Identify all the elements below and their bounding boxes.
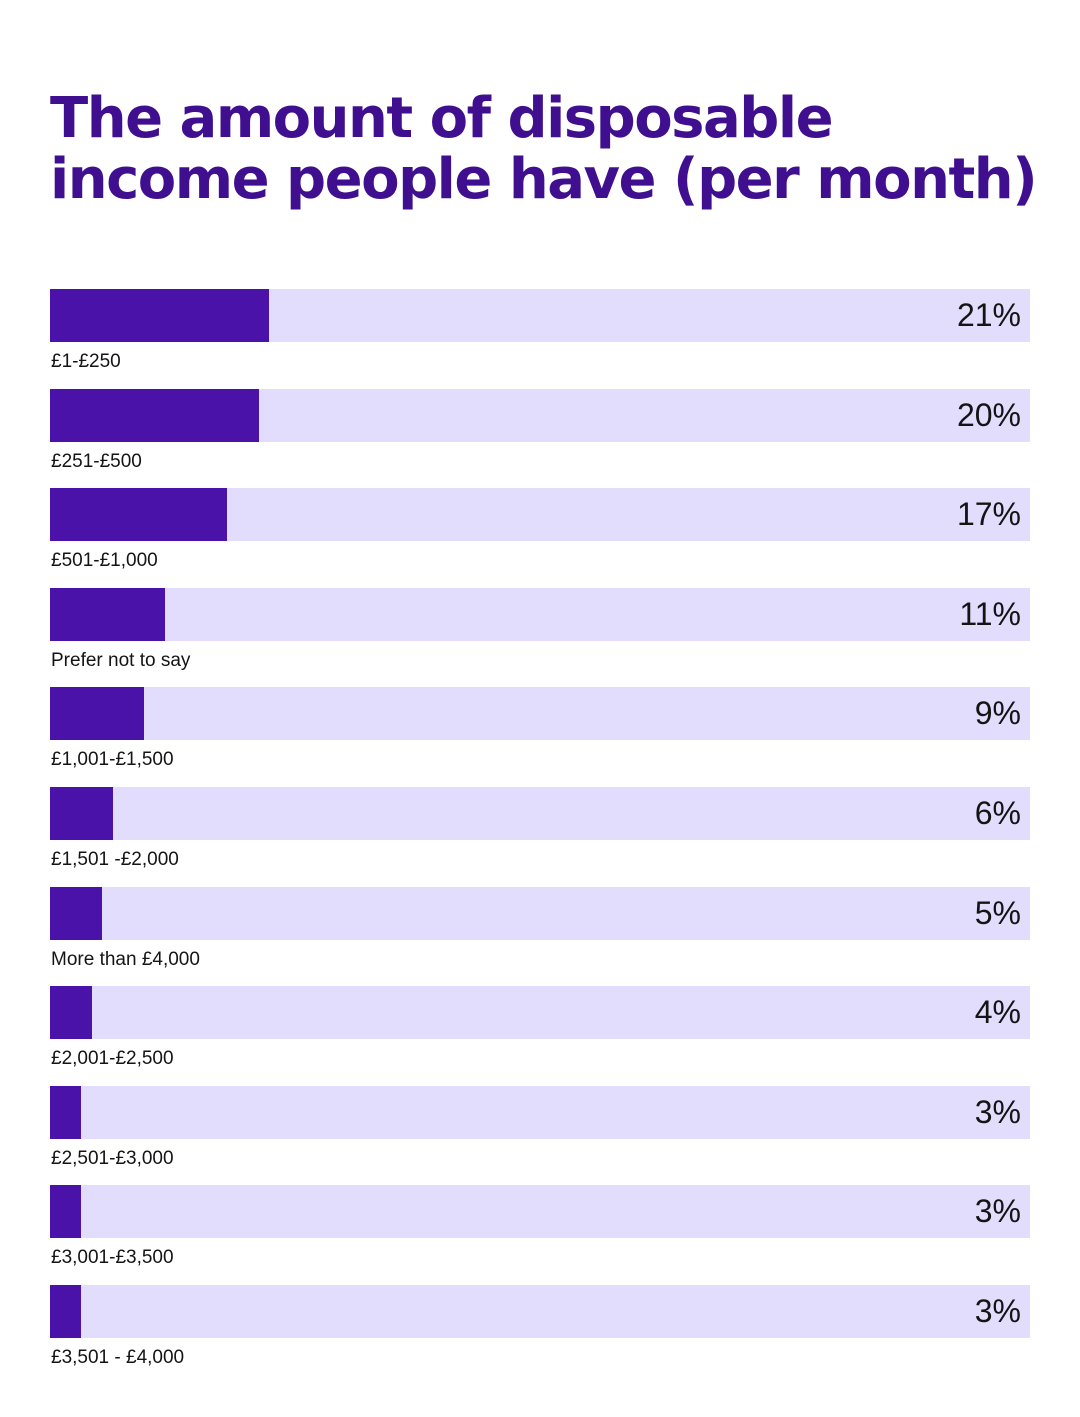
bar	[50, 1284, 81, 1338]
bar-track: 3%	[50, 1185, 1030, 1239]
bar	[50, 1085, 81, 1139]
data-label: 9%	[974, 695, 1021, 732]
bar-row: 3% £3,001-£3,500	[50, 1185, 1030, 1285]
bar-row: 6% £1,501 -£2,000	[50, 786, 1030, 887]
bar	[50, 687, 144, 741]
data-label: 21%	[956, 297, 1021, 333]
bar-track: 20%	[50, 388, 1030, 442]
bar-row: 17% £501-£1,000	[50, 488, 1030, 588]
bar-track: 9%	[50, 687, 1030, 741]
category-label: £251-£500	[51, 450, 142, 472]
data-label: 5%	[974, 894, 1021, 931]
bar-row: 9% £1,001-£1,500	[50, 687, 1030, 787]
bar-row: 5% More than £4,000	[50, 886, 1030, 987]
bar	[50, 488, 227, 542]
category-label: £2,501-£3,000	[51, 1147, 174, 1169]
bar-row: 20% £251-£500	[50, 388, 1030, 489]
bar-row: 11% Prefer not to say	[50, 587, 1030, 688]
bar	[50, 388, 259, 442]
bar-chart: 21% £1-£250 20% £251-£500 17% £501-£1,000 11% P…	[50, 289, 1030, 1385]
data-label: 3%	[974, 1093, 1021, 1130]
category-label: £1,001-£1,500	[51, 749, 174, 771]
data-label: 20%	[956, 396, 1021, 433]
data-label: 3%	[974, 1292, 1021, 1329]
category-label: £501-£1,000	[51, 550, 158, 572]
bar-track: 3%	[50, 1284, 1030, 1338]
bar-track: 3%	[50, 1085, 1030, 1139]
bar	[50, 289, 269, 342]
data-label: 17%	[956, 496, 1021, 533]
category-label: £2,001-£2,500	[51, 1048, 174, 1070]
category-label: £3,001-£3,500	[51, 1247, 174, 1269]
bar-track: 21%	[50, 289, 1030, 342]
data-label: 6%	[974, 794, 1021, 831]
category-label: £3,501 - £4,000	[51, 1346, 185, 1368]
bar-track: 5%	[50, 886, 1030, 940]
bar-row: 21% £1-£250	[50, 289, 1030, 389]
bar-row: 4% £2,001-£2,500	[50, 986, 1030, 1086]
data-label: 11%	[959, 595, 1021, 632]
bar-track: 6%	[50, 786, 1030, 840]
category-label: Prefer not to say	[51, 649, 191, 671]
bar-track: 17%	[50, 488, 1030, 542]
category-label: More than £4,000	[51, 948, 200, 970]
bar	[50, 587, 165, 641]
data-label: 4%	[974, 994, 1021, 1031]
bar-row: 3% £3,501 - £4,000	[50, 1284, 1030, 1385]
bar	[50, 986, 92, 1040]
chart-title: The amount of disposable income people h…	[50, 86, 1038, 212]
category-label: £1-£250	[51, 351, 121, 372]
bar-row: 3% £2,501-£3,000	[50, 1085, 1030, 1186]
data-label: 3%	[974, 1193, 1021, 1230]
bar-track: 11%	[50, 587, 1030, 641]
bar	[50, 1185, 81, 1239]
bar	[50, 886, 102, 940]
category-label: £1,501 -£2,000	[51, 848, 179, 870]
bar	[50, 786, 113, 840]
bar-track: 4%	[50, 986, 1030, 1040]
